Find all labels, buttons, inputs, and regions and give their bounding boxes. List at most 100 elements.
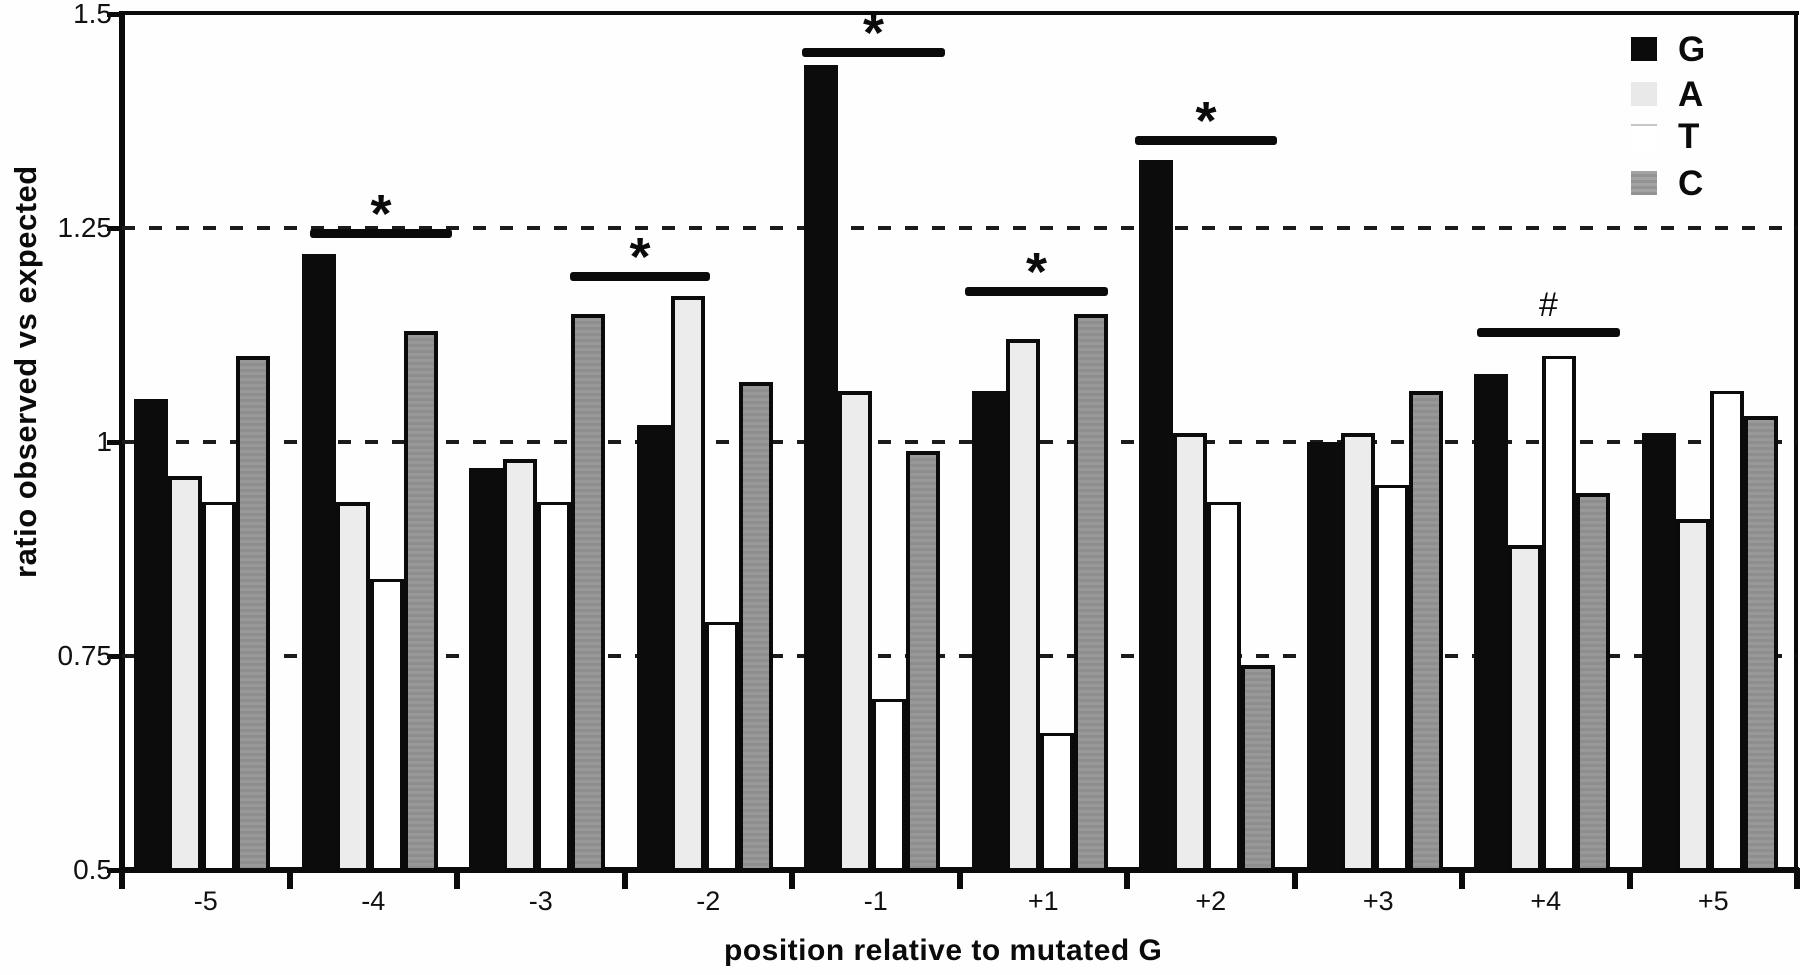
legend-swatch-C bbox=[1631, 171, 1657, 195]
legend-item-G: G bbox=[1631, 30, 1771, 69]
bar-T--4 bbox=[369, 578, 404, 872]
bar-C--2 bbox=[738, 382, 773, 872]
gridline-1.25 bbox=[122, 226, 1797, 230]
x-tick-5 bbox=[956, 868, 963, 889]
bar-C--1 bbox=[906, 450, 940, 872]
bar-C-+4 bbox=[1576, 493, 1610, 872]
gridline-0.75 bbox=[122, 654, 1797, 658]
x-tick-label--1: -1 bbox=[863, 886, 888, 916]
bar-A--4 bbox=[335, 501, 370, 872]
bar-C-+1 bbox=[1073, 313, 1108, 872]
bar-T--1 bbox=[872, 698, 906, 872]
y-tick-0.5 bbox=[107, 868, 122, 873]
bar-T-+3 bbox=[1374, 484, 1409, 872]
bar-A-+5 bbox=[1675, 519, 1710, 872]
y-tick-1.25 bbox=[107, 226, 122, 231]
bar-A--5 bbox=[168, 476, 202, 872]
x-tick-6 bbox=[1124, 868, 1130, 889]
bar-G--4 bbox=[301, 253, 336, 872]
bar-G-+1 bbox=[971, 390, 1006, 872]
y-tick-1.5 bbox=[107, 12, 122, 17]
legend-label-T: T bbox=[1678, 117, 1700, 156]
frame-top-line bbox=[119, 11, 1799, 15]
bar-A--1 bbox=[838, 390, 872, 872]
bar-C-+5 bbox=[1743, 416, 1778, 872]
significance-symbol-+1: * bbox=[1025, 242, 1047, 302]
bar-T--3 bbox=[537, 501, 571, 872]
x-tick-label--3: -3 bbox=[528, 886, 553, 916]
bar-C--3 bbox=[571, 313, 605, 872]
y-axis-title: ratio observed vs expected bbox=[8, 165, 43, 578]
bar-G-+2 bbox=[1139, 159, 1173, 872]
bar-T-+1 bbox=[1039, 733, 1074, 872]
significance-line--1 bbox=[802, 48, 945, 57]
x-tick-8 bbox=[1459, 868, 1465, 889]
bar-G--2 bbox=[636, 424, 671, 872]
bar-T-+5 bbox=[1709, 390, 1744, 872]
legend-swatch-G bbox=[1631, 37, 1657, 61]
x-tick-label--2: -2 bbox=[696, 886, 721, 916]
x-tick-4 bbox=[789, 868, 795, 889]
legend-swatch-T bbox=[1631, 124, 1657, 150]
legend-label-C: C bbox=[1678, 164, 1704, 203]
significance-line-+2 bbox=[1135, 136, 1277, 145]
x-tick-label--5: -5 bbox=[193, 886, 218, 916]
significance-line--4 bbox=[310, 229, 452, 238]
y-tick-label: 1.25 bbox=[57, 212, 113, 243]
significance-symbol-+4: # bbox=[1539, 286, 1558, 324]
y-tick-0.75 bbox=[107, 654, 122, 659]
bar-G-+3 bbox=[1306, 442, 1341, 872]
y-tick-label: 0.75 bbox=[57, 640, 113, 671]
bar-A--2 bbox=[670, 296, 705, 872]
bar-C--4 bbox=[403, 330, 438, 872]
x-tick-0 bbox=[119, 868, 125, 889]
significance-symbol--2: * bbox=[629, 227, 651, 287]
bar-G--1 bbox=[804, 65, 838, 872]
y-tick-label: 0.5 bbox=[73, 854, 112, 885]
x-tick-label-+3: +3 bbox=[1362, 886, 1394, 916]
bar-C-+2 bbox=[1241, 664, 1275, 872]
y-tick-label: 1.5 bbox=[73, 0, 112, 29]
bar-A-+4 bbox=[1508, 544, 1542, 872]
bar-C-+3 bbox=[1408, 390, 1443, 872]
bar-T-+2 bbox=[1207, 501, 1241, 872]
legend-item-A: A bbox=[1631, 75, 1771, 114]
x-tick-label-+4: +4 bbox=[1530, 886, 1562, 916]
x-tick-7 bbox=[1291, 868, 1298, 889]
x-tick-9 bbox=[1626, 868, 1633, 889]
significance-symbol-+2: * bbox=[1195, 91, 1217, 151]
legend-label-A: A bbox=[1678, 75, 1704, 114]
bar-G-+5 bbox=[1641, 433, 1676, 872]
significance-symbol--4: * bbox=[370, 184, 392, 244]
bar-A-+3 bbox=[1340, 433, 1375, 872]
bar-C--5 bbox=[236, 356, 270, 872]
legend-label-G: G bbox=[1678, 30, 1706, 69]
x-tick-2 bbox=[454, 868, 460, 889]
x-tick-label-+1: +1 bbox=[1027, 886, 1059, 916]
x-tick-10 bbox=[1794, 868, 1800, 889]
x-tick-3 bbox=[621, 868, 628, 889]
significance-line-+4 bbox=[1477, 328, 1620, 337]
significance-line--2 bbox=[570, 272, 710, 281]
legend-item-T: T bbox=[1631, 117, 1771, 156]
x-axis-title: position relative to mutated G bbox=[724, 934, 1163, 967]
bar-T--2 bbox=[704, 621, 739, 872]
x-tick-label--4: -4 bbox=[361, 886, 386, 916]
significance-line-+1 bbox=[965, 287, 1108, 296]
gridline-1 bbox=[122, 440, 1797, 444]
bar-T-+4 bbox=[1542, 356, 1576, 872]
bar-T--5 bbox=[202, 501, 236, 872]
significance-symbol--1: * bbox=[862, 3, 884, 63]
legend-swatch-A bbox=[1631, 82, 1657, 106]
bar-G-+4 bbox=[1474, 373, 1508, 872]
x-tick-label-+2: +2 bbox=[1195, 886, 1227, 916]
bar-G--5 bbox=[134, 399, 168, 872]
legend-item-C: C bbox=[1631, 164, 1771, 203]
bar-G--3 bbox=[469, 467, 503, 872]
bar-A-+2 bbox=[1173, 433, 1207, 872]
x-tick-1 bbox=[286, 868, 293, 889]
bar-A-+1 bbox=[1005, 339, 1040, 872]
x-tick-label-+5: +5 bbox=[1697, 886, 1729, 916]
